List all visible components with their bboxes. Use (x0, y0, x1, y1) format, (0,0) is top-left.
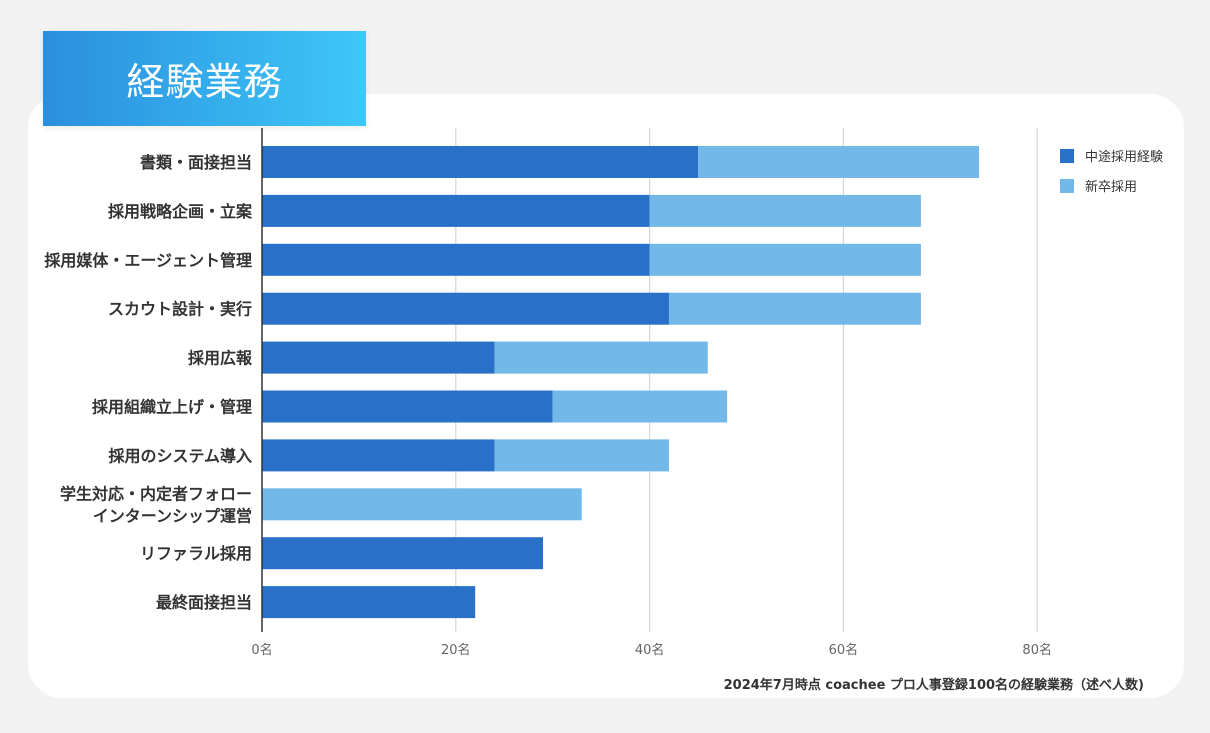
legend-swatch (1060, 149, 1074, 163)
category-label: 最終面接担当 (156, 593, 252, 612)
category-label: 学生対応・内定者フォローインターンシップ運営 (60, 484, 252, 525)
category-label: 採用組織立上げ・管理 (92, 398, 252, 417)
bar-mid-career (262, 146, 699, 178)
category-label: リファラル採用 (140, 544, 252, 563)
category-label: 採用広報 (188, 349, 253, 368)
bar-new-grad (494, 439, 669, 472)
bar-new-grad (649, 243, 921, 276)
page-title: 経験業務 (43, 31, 366, 126)
bar-new-grad (494, 341, 708, 374)
x-tick-label: 60名 (829, 642, 859, 658)
legend-label: 中途採用経験 (1085, 149, 1163, 165)
x-tick-label: 40名 (635, 642, 665, 658)
category-label: 採用媒体・エージェント管理 (44, 251, 252, 270)
bar-mid-career (262, 243, 650, 276)
bar-mid-career (262, 194, 650, 227)
category-label: 採用のシステム導入 (108, 446, 252, 465)
bar-mid-career (262, 292, 669, 325)
category-label: 書類・面接担当 (140, 153, 252, 172)
legend-label: 新卒採用 (1085, 179, 1137, 195)
category-label: スカウト設計・実行 (108, 300, 252, 319)
x-tick-label: 80名 (1022, 642, 1052, 658)
bar-mid-career (262, 586, 476, 619)
legend-swatch (1060, 179, 1074, 193)
bar-mid-career (262, 341, 495, 374)
bar-mid-career (262, 390, 553, 423)
category-label: 採用戦略企画・立案 (108, 202, 253, 221)
source-note: 2024年7月時点 coachee プロ人事登録100名の経験業務（述べ人数) (723, 678, 1144, 693)
bar-new-grad (262, 488, 582, 521)
x-tick-label: 20名 (441, 642, 471, 658)
bar-new-grad (698, 146, 980, 178)
bar-new-grad (668, 292, 921, 325)
bar-new-grad (552, 390, 728, 423)
bar-new-grad (649, 194, 921, 227)
bar-mid-career (262, 537, 544, 570)
bar-mid-career (262, 439, 495, 472)
x-tick-label: 0名 (251, 642, 272, 658)
